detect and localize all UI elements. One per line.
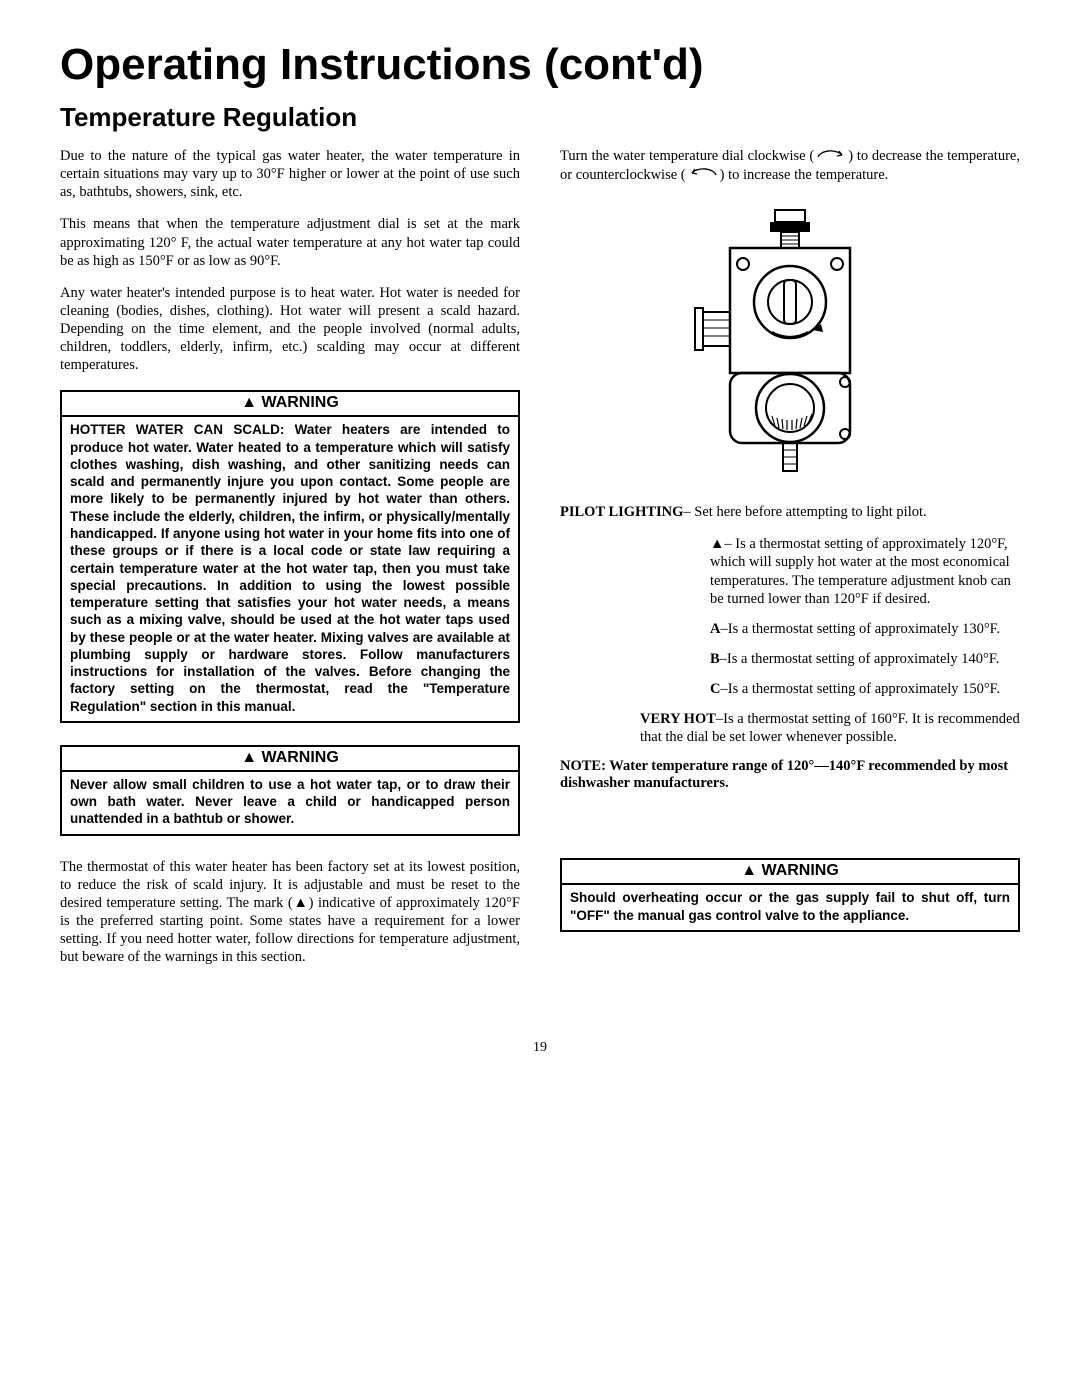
setting-label-very-hot: VERY HOT bbox=[640, 711, 716, 727]
warning-overheat-header: ▲ WARNING bbox=[562, 860, 1018, 885]
pilot-label: PILOT LIGHTING bbox=[560, 504, 683, 520]
setting-c: C–Is a thermostat setting of approximate… bbox=[710, 680, 1020, 698]
pilot-lighting-line: PILOT LIGHTING– Set here before attempti… bbox=[560, 504, 1020, 521]
page-number: 19 bbox=[60, 1040, 1020, 1056]
setting-label-triangle: ▲ bbox=[710, 536, 724, 552]
setting-label-a: A bbox=[710, 621, 720, 637]
gas-control-diagram bbox=[560, 202, 1020, 482]
setting-text-a: –Is a thermostat setting of approximatel… bbox=[720, 621, 1000, 637]
section-title: Temperature Regulation bbox=[60, 102, 1020, 133]
setting-label-b: B bbox=[710, 651, 720, 667]
warning-scald-header: ▲ WARNING bbox=[62, 392, 518, 417]
setting-label-c: C bbox=[710, 681, 720, 697]
dial-text-a: Turn the water temperature dial clockwis… bbox=[560, 148, 814, 164]
setting-very-hot: VERY HOT–Is a thermostat setting of 160°… bbox=[640, 710, 1020, 746]
warning-scald-box: ▲ WARNING HOTTER WATER CAN SCALD: Water … bbox=[60, 390, 520, 723]
setting-text-triangle: – Is a thermostat setting of approximate… bbox=[710, 536, 1011, 606]
setting-b: B–Is a thermostat setting of approximate… bbox=[710, 650, 1020, 668]
warning-overheat-body: Should overheating occur or the gas supp… bbox=[562, 885, 1018, 930]
left-paragraph-3: Any water heater's intended purpose is t… bbox=[60, 284, 520, 375]
left-column: Due to the nature of the typical gas wat… bbox=[60, 147, 520, 980]
dial-cw-icon bbox=[814, 148, 848, 166]
setting-text-c: –Is a thermostat setting of approximatel… bbox=[720, 681, 1000, 697]
warning-children-header: ▲ WARNING bbox=[62, 747, 518, 772]
warning-children-box: ▲ WARNING Never allow small children to … bbox=[60, 745, 520, 836]
setting-text-b: –Is a thermostat setting of approximatel… bbox=[720, 651, 1000, 667]
note-dishwasher: NOTE: Water temperature range of 120°—14… bbox=[560, 758, 1020, 792]
right-column: Turn the water temperature dial clockwis… bbox=[560, 147, 1020, 980]
warning-scald-body: HOTTER WATER CAN SCALD: Water heaters ar… bbox=[62, 417, 518, 721]
warning-overheat-box: ▲ WARNING Should overheating occur or th… bbox=[560, 858, 1020, 932]
warning-children-body: Never allow small children to use a hot … bbox=[62, 772, 518, 834]
setting-triangle: ▲– Is a thermostat setting of approximat… bbox=[710, 535, 1020, 608]
pilot-text: – Set here before attempting to light pi… bbox=[683, 504, 926, 520]
dial-instruction: Turn the water temperature dial clockwis… bbox=[560, 147, 1020, 184]
setting-a: A–Is a thermostat setting of approximate… bbox=[710, 620, 1020, 638]
left-paragraph-2: This means that when the temperature adj… bbox=[60, 215, 520, 269]
dial-ccw-icon bbox=[686, 166, 720, 184]
dial-text-c: ) to increase the temperature. bbox=[720, 167, 889, 183]
two-column-layout: Due to the nature of the typical gas wat… bbox=[60, 147, 1020, 980]
page-title: Operating Instructions (cont'd) bbox=[60, 40, 1020, 90]
left-paragraph-1: Due to the nature of the typical gas wat… bbox=[60, 147, 520, 201]
left-paragraph-4: The thermostat of this water heater has … bbox=[60, 858, 520, 967]
